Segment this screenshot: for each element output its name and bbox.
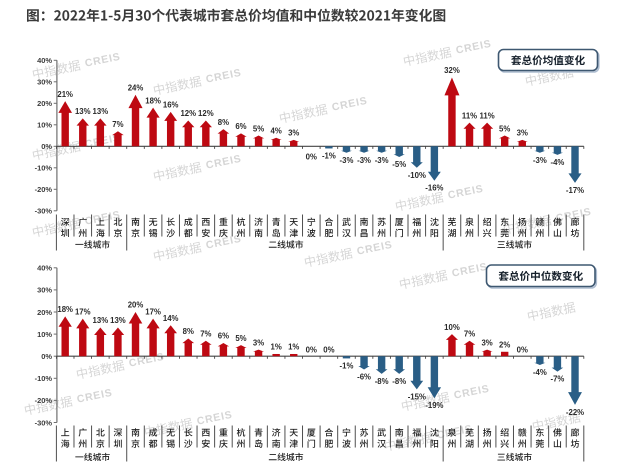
svg-text:-3%: -3% bbox=[375, 156, 389, 165]
svg-text:3%: 3% bbox=[481, 338, 492, 347]
svg-text:5%: 5% bbox=[253, 124, 264, 133]
svg-text:14%: 14% bbox=[163, 314, 179, 323]
svg-text:11%: 11% bbox=[462, 111, 477, 120]
svg-text:-17%: -17% bbox=[566, 186, 584, 195]
svg-text:-1%: -1% bbox=[322, 151, 336, 160]
svg-text:0%: 0% bbox=[306, 153, 317, 162]
svg-text:7%: 7% bbox=[464, 329, 475, 338]
svg-text:-16%: -16% bbox=[425, 184, 443, 193]
svg-text:-20%: -20% bbox=[35, 185, 53, 194]
svg-text:-10%: -10% bbox=[35, 164, 53, 173]
svg-text:-1%: -1% bbox=[340, 361, 354, 370]
svg-text:13%: 13% bbox=[93, 107, 109, 116]
svg-text:11%: 11% bbox=[480, 111, 495, 120]
svg-text:-4%: -4% bbox=[533, 368, 547, 377]
svg-text:16%: 16% bbox=[163, 101, 179, 110]
svg-text:13%: 13% bbox=[93, 316, 109, 325]
svg-text:-3%: -3% bbox=[340, 156, 354, 165]
svg-text:-20%: -20% bbox=[35, 396, 53, 405]
svg-text:3%: 3% bbox=[288, 129, 299, 138]
svg-text:-10%: -10% bbox=[35, 374, 53, 383]
svg-text:18%: 18% bbox=[57, 305, 73, 314]
svg-text:-8%: -8% bbox=[392, 377, 406, 386]
svg-text:40%: 40% bbox=[37, 56, 52, 65]
svg-text:-10%: -10% bbox=[408, 171, 426, 180]
svg-text:7%: 7% bbox=[200, 329, 211, 338]
svg-text:0%: 0% bbox=[323, 346, 334, 355]
svg-text:7%: 7% bbox=[112, 120, 123, 129]
svg-text:-3%: -3% bbox=[533, 156, 547, 165]
svg-text:20%: 20% bbox=[128, 301, 144, 310]
svg-text:4%: 4% bbox=[271, 126, 282, 135]
svg-text:12%: 12% bbox=[180, 109, 196, 118]
svg-text:17%: 17% bbox=[75, 307, 91, 316]
svg-text:3%: 3% bbox=[253, 338, 264, 347]
svg-text:10%: 10% bbox=[37, 330, 52, 339]
svg-text:-5%: -5% bbox=[392, 160, 406, 169]
svg-text:24%: 24% bbox=[128, 83, 144, 92]
svg-text:10%: 10% bbox=[37, 121, 52, 130]
svg-text:-8%: -8% bbox=[375, 377, 389, 386]
svg-text:20%: 20% bbox=[37, 99, 52, 108]
svg-text:-15%: -15% bbox=[408, 392, 426, 401]
svg-text:13%: 13% bbox=[110, 316, 126, 325]
svg-text:0%: 0% bbox=[41, 352, 52, 361]
svg-text:-3%: -3% bbox=[357, 156, 371, 165]
svg-text:32%: 32% bbox=[444, 66, 460, 75]
svg-text:-6%: -6% bbox=[357, 372, 371, 381]
svg-text:-4%: -4% bbox=[550, 158, 564, 167]
svg-text:-7%: -7% bbox=[550, 375, 564, 384]
svg-text:20%: 20% bbox=[37, 308, 52, 317]
svg-text:18%: 18% bbox=[145, 96, 161, 105]
svg-text:0%: 0% bbox=[41, 142, 52, 151]
svg-text:13%: 13% bbox=[75, 107, 91, 116]
svg-text:5%: 5% bbox=[499, 124, 510, 133]
svg-text:6%: 6% bbox=[218, 332, 229, 341]
svg-text:-30%: -30% bbox=[35, 418, 53, 427]
svg-text:8%: 8% bbox=[218, 118, 229, 127]
svg-text:30%: 30% bbox=[37, 286, 52, 295]
svg-text:-19%: -19% bbox=[425, 401, 443, 410]
svg-text:40%: 40% bbox=[37, 264, 52, 273]
svg-text:17%: 17% bbox=[145, 307, 161, 316]
svg-text:0%: 0% bbox=[306, 346, 317, 355]
svg-text:1%: 1% bbox=[271, 343, 282, 352]
svg-text:21%: 21% bbox=[57, 90, 73, 99]
svg-text:1%: 1% bbox=[288, 343, 299, 352]
svg-text:12%: 12% bbox=[198, 109, 214, 118]
svg-text:-22%: -22% bbox=[566, 408, 584, 417]
svg-text:-30%: -30% bbox=[35, 207, 53, 216]
svg-text:3%: 3% bbox=[517, 129, 528, 138]
svg-text:0%: 0% bbox=[517, 346, 528, 355]
svg-text:6%: 6% bbox=[235, 122, 246, 131]
svg-text:30%: 30% bbox=[37, 78, 52, 87]
svg-text:2%: 2% bbox=[499, 340, 510, 349]
svg-text:10%: 10% bbox=[444, 323, 460, 332]
svg-text:5%: 5% bbox=[235, 334, 246, 343]
svg-text:8%: 8% bbox=[183, 327, 194, 336]
